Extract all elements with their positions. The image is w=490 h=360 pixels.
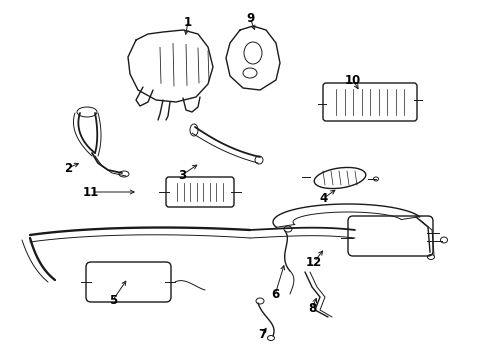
Text: 8: 8 <box>308 302 316 315</box>
Text: 3: 3 <box>178 168 186 181</box>
Text: 5: 5 <box>109 293 117 306</box>
Text: 7: 7 <box>258 328 266 342</box>
Text: 6: 6 <box>271 288 279 302</box>
Text: 2: 2 <box>64 162 72 175</box>
Text: 10: 10 <box>345 73 361 86</box>
Text: 11: 11 <box>83 185 99 198</box>
Text: 12: 12 <box>306 256 322 269</box>
Text: 1: 1 <box>184 15 192 28</box>
Text: 9: 9 <box>246 12 254 24</box>
Text: 4: 4 <box>320 192 328 204</box>
